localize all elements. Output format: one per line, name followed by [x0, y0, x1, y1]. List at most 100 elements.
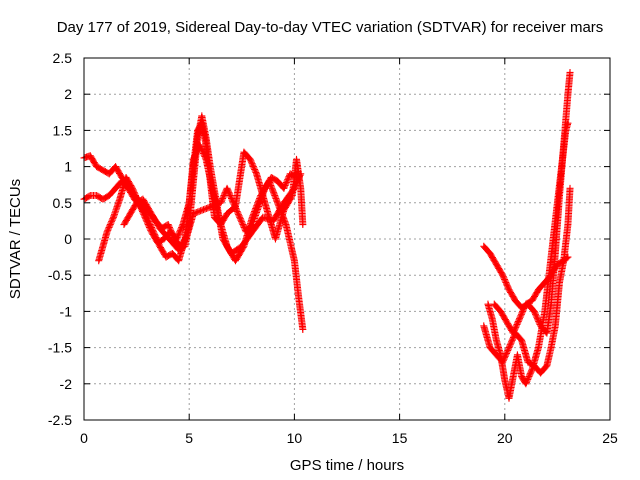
- data-point: [165, 222, 173, 230]
- data-point: [229, 199, 237, 207]
- series-track-4: [120, 170, 301, 250]
- data-point: [108, 216, 116, 224]
- data-point: [281, 218, 289, 226]
- data-point: [501, 276, 509, 284]
- x-tick-label: 5: [185, 430, 193, 446]
- data-point: [107, 219, 115, 227]
- data-point: [217, 199, 225, 207]
- data-point: [293, 173, 301, 181]
- data-point: [106, 222, 114, 230]
- data-point: [503, 281, 511, 289]
- data-point: [527, 368, 535, 376]
- data-point: [166, 225, 174, 233]
- data-point: [524, 374, 532, 382]
- data-point: [502, 280, 510, 288]
- data-point: [534, 316, 542, 324]
- data-point: [247, 157, 255, 165]
- data-point: [104, 225, 112, 233]
- data-point: [531, 309, 539, 317]
- data-point: [523, 377, 531, 385]
- data-point: [236, 215, 244, 223]
- data-point: [510, 328, 518, 336]
- data-point: [274, 200, 282, 208]
- data-point: [525, 373, 533, 381]
- data-point: [145, 222, 153, 230]
- data-point: [280, 184, 288, 192]
- data-point: [564, 119, 572, 127]
- data-point: [282, 180, 290, 188]
- data-point: [251, 167, 259, 175]
- x-tick-label: 0: [80, 430, 88, 446]
- data-point: [503, 348, 511, 356]
- data-point: [232, 205, 240, 213]
- data-point: [528, 367, 536, 375]
- data-point: [532, 312, 540, 320]
- data-point: [223, 184, 231, 192]
- data-point: [175, 229, 183, 237]
- x-tick-label: 25: [602, 430, 618, 446]
- data-point: [137, 203, 145, 211]
- data-point: [506, 341, 514, 349]
- data-point: [268, 184, 276, 192]
- data-point: [251, 165, 259, 173]
- data-point: [165, 223, 173, 231]
- data-point: [219, 193, 227, 201]
- data-point: [499, 273, 507, 281]
- data-point: [519, 307, 527, 315]
- data-point: [511, 325, 519, 333]
- data-point: [236, 213, 244, 221]
- data-point: [234, 210, 242, 218]
- data-point: [233, 207, 241, 215]
- data-point: [499, 358, 507, 366]
- x-tick-label: 20: [497, 430, 513, 446]
- data-point: [252, 168, 260, 176]
- y-tick-label: -1: [60, 303, 73, 319]
- data-point: [176, 228, 184, 236]
- data-point: [508, 338, 516, 346]
- data-point: [108, 218, 116, 226]
- data-point: [521, 303, 529, 311]
- data-point: [137, 205, 145, 213]
- data-point: [167, 228, 175, 236]
- data-point: [146, 225, 154, 233]
- data-point: [533, 315, 541, 323]
- data-point: [142, 216, 150, 224]
- data-point: [174, 231, 182, 239]
- chart-title: Day 177 of 2019, Sidereal Day-to-day VTE…: [57, 19, 604, 36]
- data-point: [227, 193, 235, 201]
- data-point: [234, 209, 242, 217]
- data-point: [501, 277, 509, 285]
- data-point: [231, 202, 239, 210]
- data-point: [516, 313, 524, 321]
- series-track-6: [484, 119, 572, 402]
- data-point: [502, 351, 510, 359]
- data-point: [248, 160, 256, 168]
- data-point: [269, 186, 277, 194]
- axis-ticks: [83, 57, 611, 421]
- data-point: [238, 219, 246, 227]
- data-point: [168, 229, 176, 237]
- data-point: [510, 326, 518, 334]
- data-point: [519, 306, 527, 314]
- data-point: [282, 179, 290, 187]
- y-tick-label: 1: [64, 159, 72, 175]
- data-point: [235, 212, 243, 220]
- data-point: [271, 192, 279, 200]
- x-axis-tick-labels: 0 5 10 15 20 25: [80, 430, 618, 446]
- data-point: [226, 190, 234, 198]
- data-point: [291, 173, 299, 181]
- data-point: [500, 274, 508, 282]
- data-point: [231, 203, 239, 211]
- data-point: [533, 313, 541, 321]
- data-point: [104, 226, 112, 234]
- data-point: [229, 197, 237, 205]
- data-point: [566, 184, 574, 192]
- data-point: [233, 206, 241, 214]
- data-point: [105, 223, 113, 231]
- data-point: [283, 177, 291, 185]
- data-point: [507, 339, 515, 347]
- data-point: [532, 310, 540, 318]
- data-point: [169, 231, 177, 239]
- data-point: [522, 378, 530, 386]
